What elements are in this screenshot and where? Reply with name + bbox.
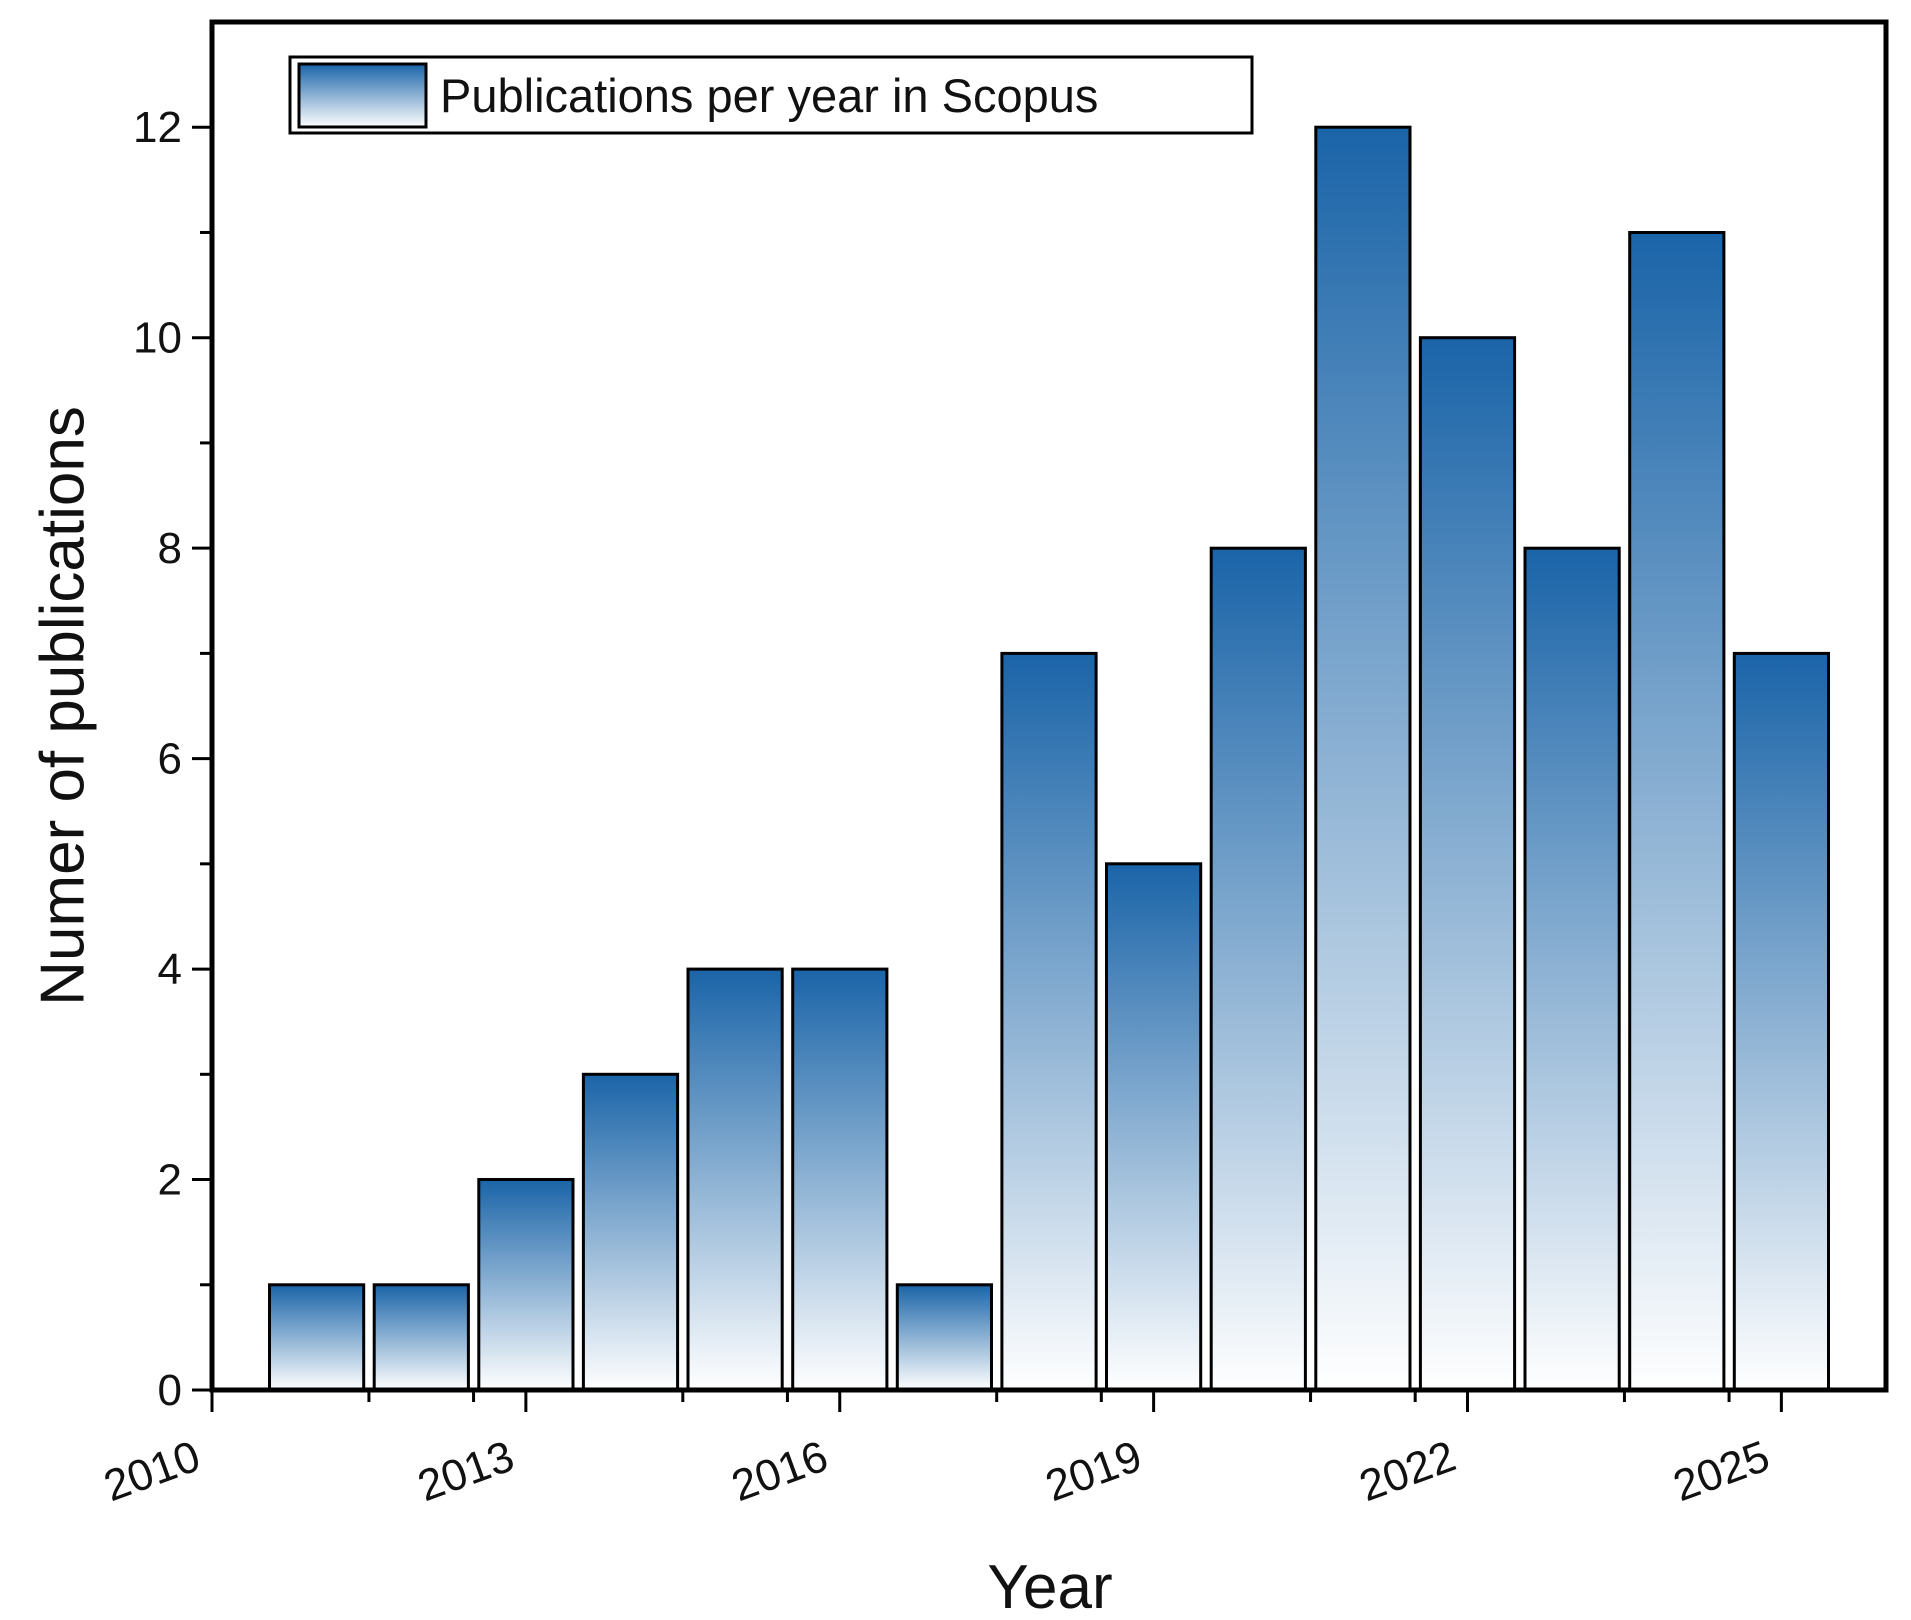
y-tick-label: 12 [133,103,182,152]
bar-2015 [686,967,784,1392]
bars [268,125,1831,1392]
bar-2018 [1000,651,1098,1392]
legend-box [288,55,1254,135]
bar-2020 [1209,546,1307,1392]
y-tick-label: 2 [158,1156,182,1205]
bar-2012 [372,1283,470,1392]
y-axis-ticks: 0 2 4 6 8 10 12 [133,103,212,1415]
legend-label: Publications per year in Scopus [440,69,1098,122]
y-tick-label: 6 [158,735,182,784]
bar-2024 [1628,231,1726,1392]
bar-2011 [268,1283,366,1392]
plot-frame [209,19,1889,1393]
bar-2014 [581,1072,680,1392]
y-axis-title: Numer of publications [29,406,98,1006]
bar-2025 [1732,651,1831,1392]
x-tick-label: 2010 [98,1432,207,1512]
x-tick-label: 2022 [1353,1432,1462,1512]
bar-2017 [895,1283,993,1392]
x-tick-label: 2019 [1039,1432,1148,1512]
y-tick-label: 8 [158,524,182,573]
y-tick-label: 4 [158,945,182,994]
x-tick-label: 2013 [412,1432,521,1512]
x-axis-title: Year [987,1553,1112,1620]
bar-2016 [791,967,889,1392]
bar-2021 [1314,125,1412,1392]
bar-2023 [1523,546,1621,1392]
bar-2013 [477,1178,575,1392]
bar-2022 [1418,336,1517,1392]
y-tick-label: 10 [133,314,182,363]
x-axis-ticks: 2010 2013 2016 2019 2022 2025 [98,1390,1783,1512]
legend: Publications per year in Scopus [288,55,1254,135]
bar-2019 [1105,862,1203,1392]
legend-swatch [297,62,428,129]
x-tick-label: 2016 [725,1432,834,1512]
x-tick-label: 2025 [1667,1432,1776,1512]
y-tick-label: 0 [158,1366,182,1415]
